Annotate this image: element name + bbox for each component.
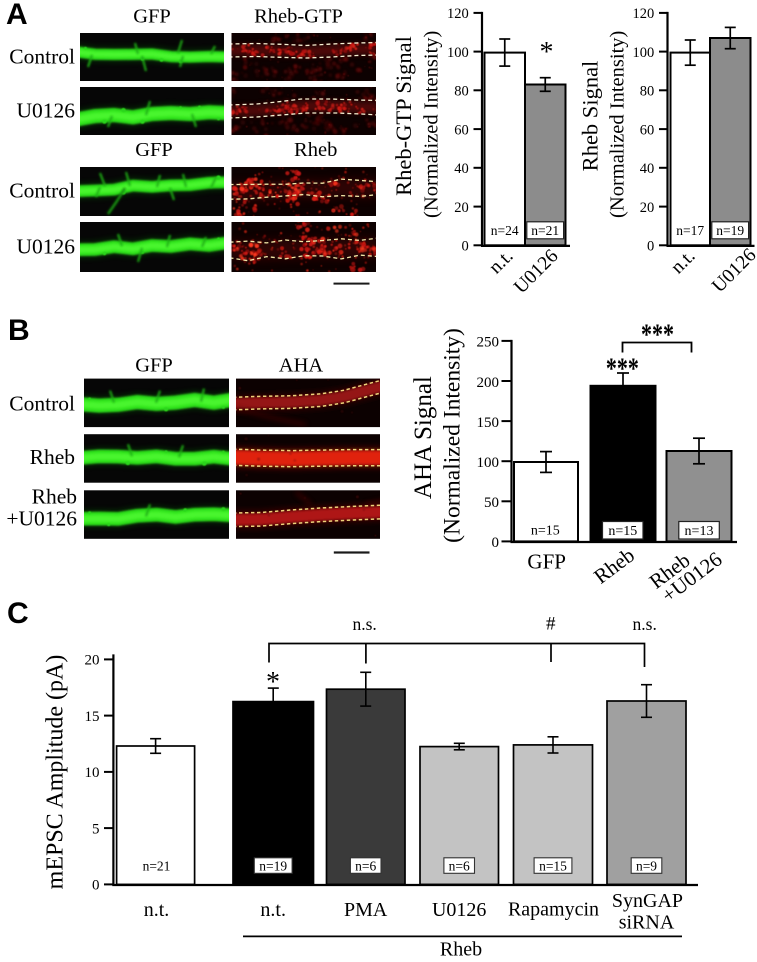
svg-text:*: * <box>540 37 554 68</box>
svg-text:#: # <box>546 614 556 635</box>
svg-text:siRNA: siRNA <box>619 911 675 933</box>
svg-text:GFP: GFP <box>135 355 173 377</box>
svg-text:n=9: n=9 <box>636 858 657 873</box>
svg-text:250: 250 <box>477 335 500 351</box>
svg-text:Rheb-GTP: Rheb-GTP <box>254 6 343 28</box>
svg-text:Rheb: Rheb <box>294 139 337 161</box>
svg-text:20: 20 <box>85 653 100 669</box>
svg-text:n.s.: n.s. <box>352 614 376 634</box>
svg-text:0: 0 <box>492 535 500 551</box>
svg-text:0: 0 <box>92 878 100 894</box>
svg-text:PMA: PMA <box>344 899 388 921</box>
svg-text:GFP: GFP <box>135 139 173 161</box>
svg-text:n=21: n=21 <box>143 858 171 873</box>
svg-text:200: 200 <box>477 375 500 391</box>
svg-text:GFP: GFP <box>133 6 171 28</box>
svg-text:C: C <box>7 597 29 630</box>
svg-text:(Normalized Intensity): (Normalized Intensity) <box>440 328 466 543</box>
svg-text:40: 40 <box>454 161 469 177</box>
svg-text:n=15: n=15 <box>531 524 560 539</box>
svg-text:U0126: U0126 <box>16 99 75 123</box>
svg-text:150: 150 <box>477 415 500 431</box>
svg-text:100: 100 <box>633 45 655 61</box>
svg-text:n=15: n=15 <box>539 858 567 873</box>
svg-text:20: 20 <box>640 200 655 216</box>
svg-text:+U0126: +U0126 <box>6 507 77 531</box>
svg-text:Rapamycin: Rapamycin <box>508 898 599 920</box>
svg-text:120: 120 <box>633 6 655 22</box>
svg-text:Control: Control <box>9 45 75 69</box>
svg-text:120: 120 <box>447 6 469 22</box>
svg-text:Rheb: Rheb <box>440 939 482 961</box>
svg-text:15: 15 <box>85 709 100 725</box>
svg-text:*: * <box>266 667 280 698</box>
svg-text:n=19: n=19 <box>259 858 287 873</box>
svg-text:AHA: AHA <box>279 355 324 377</box>
svg-text:20: 20 <box>454 200 469 216</box>
svg-text:***: *** <box>641 318 674 351</box>
svg-text:100: 100 <box>477 455 500 471</box>
svg-text:40: 40 <box>640 161 655 177</box>
svg-text:Control: Control <box>9 392 75 416</box>
svg-text:n=15: n=15 <box>608 524 637 539</box>
svg-text:n=6: n=6 <box>355 858 376 873</box>
svg-text:10: 10 <box>85 765 100 781</box>
svg-text:A: A <box>6 0 28 31</box>
svg-text:B: B <box>8 314 30 347</box>
svg-text:(Normalized Intensity): (Normalized Intensity) <box>607 31 629 218</box>
svg-text:0: 0 <box>647 239 654 255</box>
svg-text:Rheb Signal: Rheb Signal <box>578 61 603 172</box>
svg-text:50: 50 <box>484 495 499 511</box>
svg-text:n.s.: n.s. <box>633 614 657 634</box>
svg-text:Rheb: Rheb <box>30 445 75 469</box>
svg-text:***: *** <box>606 352 639 385</box>
svg-text:n=24: n=24 <box>491 223 519 238</box>
svg-text:n.t.: n.t. <box>260 899 286 921</box>
svg-text:n=19: n=19 <box>716 223 744 238</box>
svg-text:mEPSC Amplitude (pA): mEPSC Amplitude (pA) <box>43 655 69 890</box>
svg-text:SynGAP: SynGAP <box>612 890 683 912</box>
svg-text:n=17: n=17 <box>676 223 704 238</box>
svg-text:GFP: GFP <box>527 550 566 574</box>
svg-text:60: 60 <box>640 122 655 138</box>
svg-text:n=6: n=6 <box>449 858 470 873</box>
svg-text:Rheb-GTP Signal: Rheb-GTP Signal <box>391 36 416 196</box>
svg-text:(Normalized Intensity): (Normalized Intensity) <box>421 31 443 218</box>
svg-text:Rheb: Rheb <box>32 485 77 509</box>
svg-text:U0126: U0126 <box>432 899 486 921</box>
svg-text:n.t.: n.t. <box>144 899 170 921</box>
svg-text:n=13: n=13 <box>685 524 714 539</box>
svg-text:80: 80 <box>454 84 469 100</box>
svg-text:0: 0 <box>462 239 469 255</box>
svg-text:U0126: U0126 <box>16 235 75 259</box>
svg-text:100: 100 <box>447 45 469 61</box>
svg-text:Control: Control <box>9 179 75 203</box>
svg-text:5: 5 <box>92 821 100 837</box>
svg-text:n=21: n=21 <box>531 223 559 238</box>
svg-text:80: 80 <box>640 84 655 100</box>
svg-text:60: 60 <box>454 122 469 138</box>
svg-text:AHA Signal: AHA Signal <box>410 376 437 499</box>
